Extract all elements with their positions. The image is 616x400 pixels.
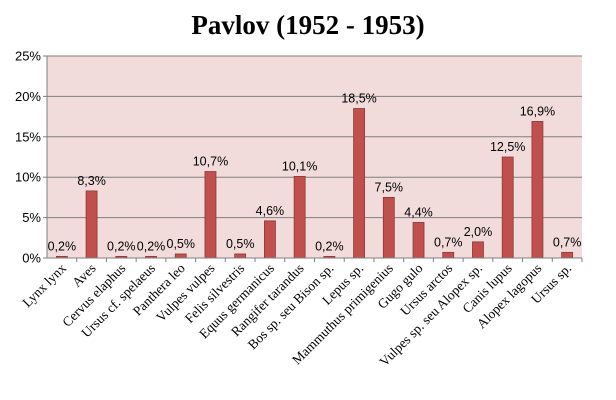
data-label: 8,3%	[77, 174, 106, 188]
data-label: 0,5%	[167, 237, 196, 251]
y-tick-labels: 0% 5% 10% 15% 20% 25%	[15, 49, 41, 266]
data-label: 4,6%	[256, 204, 285, 218]
data-label: 4,4%	[404, 205, 433, 219]
chart-title: Pavlov (1952 - 1953)	[191, 10, 424, 40]
data-label: 16,9%	[520, 104, 555, 118]
bar	[531, 121, 544, 259]
y-tick-label: 20%	[15, 89, 41, 104]
data-label: 0,2%	[48, 239, 77, 253]
y-tick-label: 25%	[15, 49, 41, 64]
data-label: 2,0%	[464, 225, 493, 239]
bar	[204, 171, 217, 259]
bar	[174, 253, 187, 259]
bar	[561, 251, 574, 259]
bar	[412, 222, 425, 259]
y-tick-label: 10%	[15, 170, 41, 185]
data-label: 0,2%	[137, 239, 166, 253]
y-tick-label: 5%	[22, 210, 41, 225]
x-tick-label: Lynx lynx	[19, 260, 69, 310]
y-tick-label: 15%	[15, 129, 41, 144]
data-label: 0,2%	[107, 239, 136, 253]
data-label: 18,5%	[341, 92, 376, 106]
data-label: 0,2%	[315, 239, 344, 253]
data-label: 0,5%	[226, 237, 255, 251]
data-label: 10,7%	[193, 155, 228, 169]
data-label: 10,1%	[282, 159, 317, 173]
data-labels: 0,2%8,3%0,2% 0,2% 0,5%10,7%0,5%4,6%10,1%0,…	[48, 92, 582, 254]
gridlines	[47, 55, 582, 219]
data-label: 7,5%	[375, 180, 404, 194]
data-label: 12,5%	[490, 140, 525, 154]
bar	[472, 241, 484, 259]
axes	[43, 55, 583, 262]
bar	[234, 253, 247, 259]
data-label: 0,7%	[434, 235, 463, 249]
data-label: 0,7%	[553, 235, 582, 249]
bars	[55, 108, 574, 259]
bar	[264, 220, 276, 259]
y-tick-label: 0%	[22, 251, 41, 266]
bar	[85, 190, 98, 259]
bar	[501, 156, 514, 259]
bar	[293, 175, 306, 259]
bar	[382, 196, 395, 259]
bar	[353, 108, 365, 259]
bar	[442, 251, 455, 259]
plot-area	[47, 56, 582, 258]
